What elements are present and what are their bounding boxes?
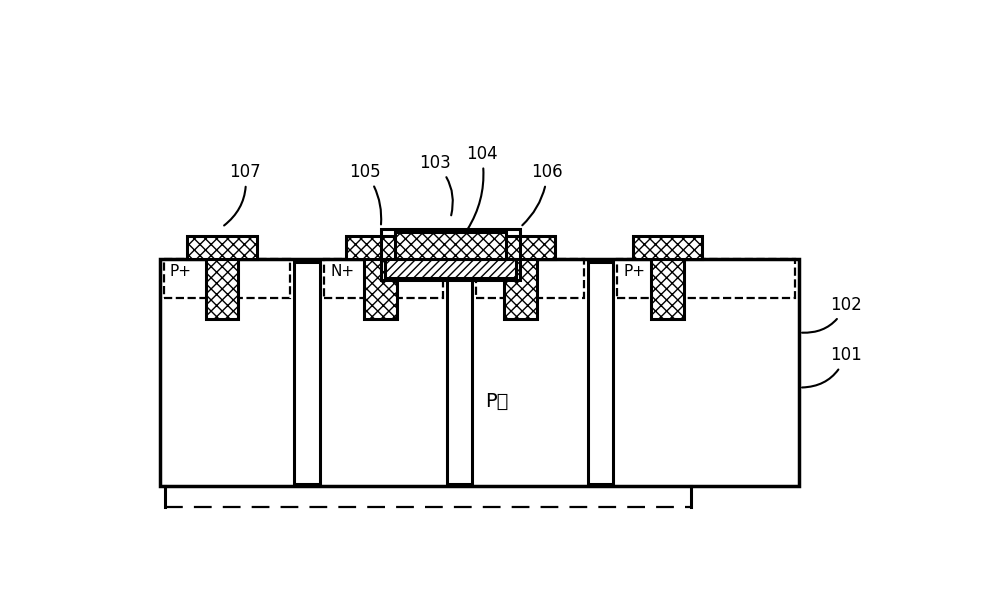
- Text: P+: P+: [170, 264, 192, 279]
- Bar: [385, 259, 516, 277]
- Bar: [364, 259, 397, 319]
- Bar: [617, 259, 795, 298]
- Bar: [381, 230, 520, 280]
- Bar: [346, 236, 416, 259]
- Text: N+: N+: [330, 264, 354, 279]
- Bar: [160, 259, 799, 486]
- Bar: [206, 259, 238, 319]
- Bar: [395, 232, 506, 259]
- Text: N+: N+: [482, 264, 506, 279]
- Bar: [633, 236, 702, 259]
- Bar: [504, 259, 537, 319]
- Bar: [588, 262, 613, 484]
- Bar: [395, 232, 506, 259]
- Text: 101: 101: [802, 346, 862, 387]
- Bar: [476, 259, 584, 298]
- Bar: [651, 259, 684, 319]
- Bar: [364, 259, 397, 319]
- Bar: [187, 236, 257, 259]
- Bar: [485, 236, 555, 259]
- Bar: [485, 236, 555, 259]
- Text: P阱: P阱: [485, 392, 509, 411]
- Text: P+: P+: [623, 264, 645, 279]
- Bar: [447, 262, 472, 484]
- Bar: [294, 262, 320, 484]
- Text: 107: 107: [224, 163, 261, 226]
- Bar: [346, 236, 416, 259]
- Bar: [324, 259, 443, 298]
- Bar: [504, 259, 537, 319]
- Text: 106: 106: [522, 163, 563, 226]
- Bar: [187, 236, 257, 259]
- Bar: [164, 259, 290, 298]
- Bar: [651, 259, 684, 319]
- Text: 105: 105: [349, 163, 381, 224]
- Text: 104: 104: [466, 145, 497, 230]
- Bar: [385, 259, 516, 277]
- Bar: [206, 259, 238, 319]
- Text: 103: 103: [419, 154, 453, 215]
- Bar: [633, 236, 702, 259]
- Text: 102: 102: [802, 296, 862, 333]
